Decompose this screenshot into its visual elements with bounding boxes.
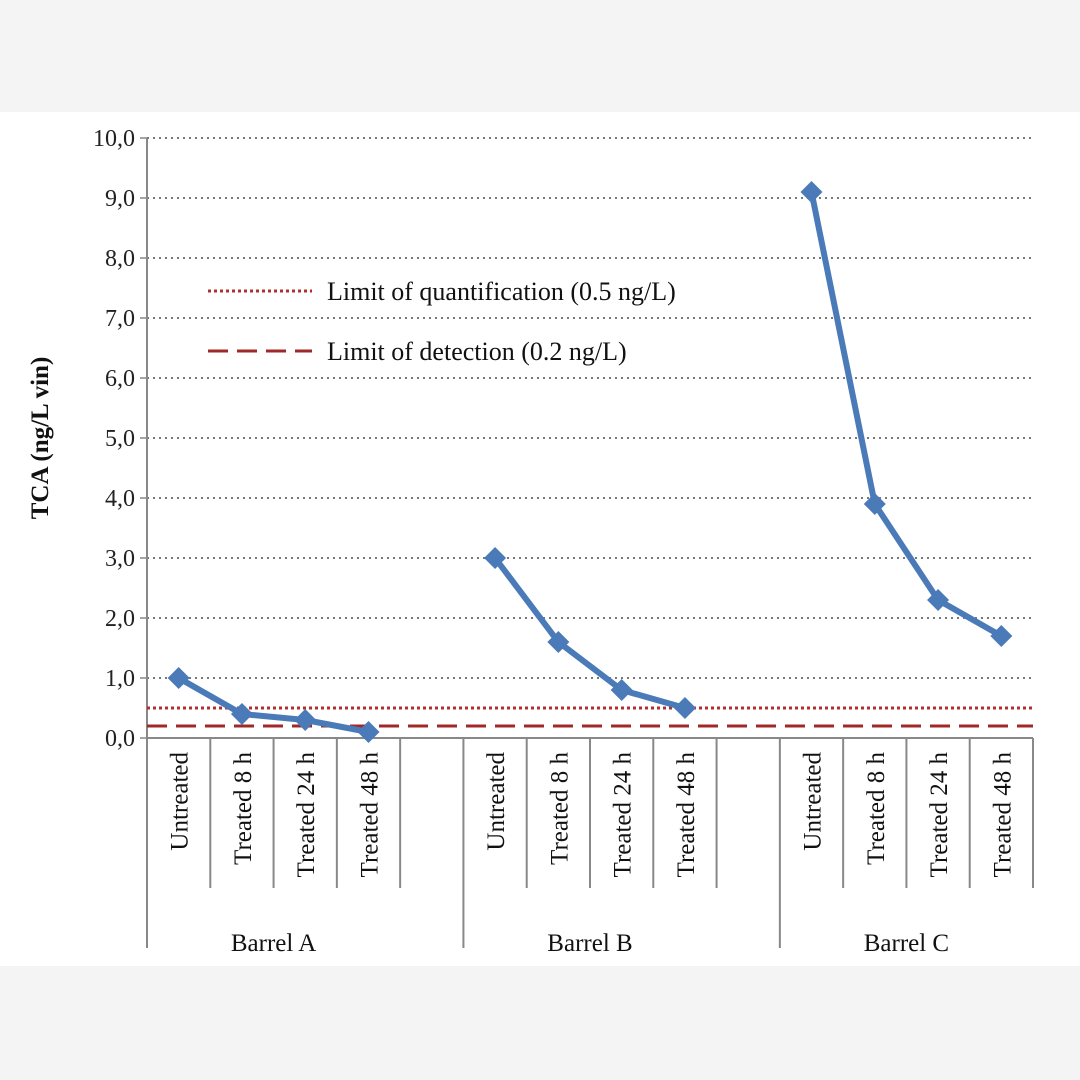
data-point — [357, 721, 380, 743]
y-tick-label: 9,0 — [105, 186, 135, 212]
category-label: Untreated — [800, 752, 827, 851]
legend-label: Limit of quantification (0.5 ng/L) — [327, 277, 676, 306]
legend-background — [202, 267, 802, 311]
data-point — [167, 667, 190, 689]
category-label: Treated 8 h — [546, 752, 573, 865]
data-point — [547, 631, 570, 653]
category-label: Treated 24 h — [926, 752, 953, 878]
y-tick-label: 2,0 — [105, 606, 135, 632]
category-label: Treated 48 h — [989, 752, 1016, 878]
data-point — [673, 697, 696, 719]
category-label: Treated 8 h — [230, 752, 257, 865]
series-line — [492, 556, 686, 711]
category-label: Treated 8 h — [863, 752, 890, 865]
category-label: Untreated — [167, 752, 194, 851]
y-tick-label: 0,0 — [105, 726, 135, 752]
y-tick-label: 8,0 — [105, 246, 135, 272]
legend-background — [202, 327, 802, 371]
data-point — [294, 709, 317, 731]
group-label: Barrel B — [547, 930, 632, 957]
category-label: Treated 24 h — [293, 752, 320, 878]
category-label: Treated 48 h — [357, 752, 384, 878]
data-point — [484, 547, 507, 569]
data-point — [990, 625, 1013, 647]
group-label: Barrel C — [864, 930, 949, 957]
series-line — [808, 191, 1003, 639]
y-tick-label: 7,0 — [105, 306, 135, 332]
y-axis-label: TCA (ng/L vin) — [27, 357, 54, 520]
y-tick-label: 10,0 — [93, 126, 135, 152]
category-label: Untreated — [483, 752, 510, 851]
y-tick-label: 1,0 — [105, 666, 135, 692]
y-tick-label: 4,0 — [105, 486, 135, 512]
category-label: Treated 24 h — [610, 752, 637, 878]
data-point — [230, 703, 253, 725]
legend-label: Limit of detection (0.2 ng/L) — [327, 337, 627, 366]
series-line — [177, 675, 370, 735]
plot-background — [0, 112, 1080, 966]
data-point — [610, 679, 633, 701]
y-tick-label: 6,0 — [105, 366, 135, 392]
data-point — [927, 589, 950, 611]
data-point — [800, 181, 823, 203]
group-label: Barrel A — [231, 930, 316, 957]
y-tick-label: 3,0 — [105, 546, 135, 572]
y-tick-label: 5,0 — [105, 426, 135, 452]
category-label: Treated 48 h — [673, 752, 700, 878]
data-point — [863, 493, 886, 515]
